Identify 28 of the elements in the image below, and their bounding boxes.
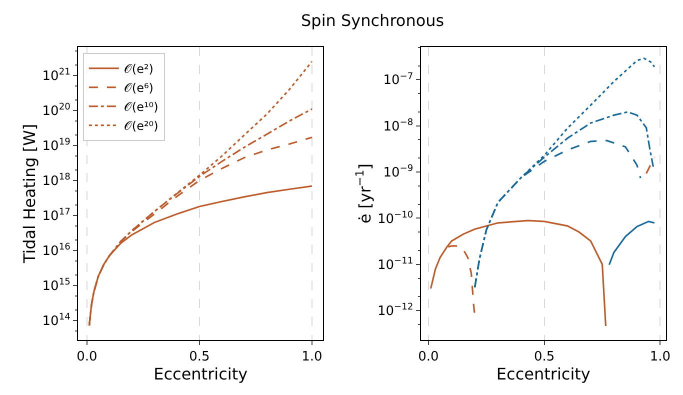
text: Spin Synchronous — [301, 11, 444, 30]
legend-label: 𝒪(e⁶) — [124, 81, 154, 96]
y-tick-label: 10$^{14}$ — [42, 312, 71, 329]
x-axis-title: Eccentricity — [154, 364, 248, 384]
y-tick-label: 10$^{−7}$ — [383, 72, 414, 88]
y-tick-label: 10$^{18}$ — [42, 172, 71, 189]
legend-label: 𝒪(e²⁰) — [124, 119, 158, 134]
y-tick-label: 10$^{15}$ — [42, 277, 70, 294]
x-tick-label: 0.5 — [534, 350, 555, 365]
x-tick-label: 0.5 — [189, 350, 210, 365]
x-axis-title: Eccentricity — [496, 364, 590, 384]
y-tick-label: 10$^{−8}$ — [383, 118, 414, 134]
y-axis-title: Tidal Heating [W] — [20, 124, 40, 264]
y-tick-label: 10$^{17}$ — [42, 208, 71, 224]
x-tick-label: 1.0 — [302, 350, 322, 365]
y-tick-label: 10$^{−11}$ — [377, 256, 414, 273]
y-tick-label: 10$^{21}$ — [42, 68, 70, 84]
y-tick-label: 10$^{−12}$ — [377, 302, 414, 320]
x-tick-label: 0.0 — [418, 350, 439, 365]
x-tick-label: 0.0 — [76, 350, 98, 365]
x-tick-label: 1.0 — [650, 350, 671, 365]
legend-label: 𝒪(e²) — [124, 62, 154, 76]
y-tick-label: 10$^{19}$ — [42, 138, 71, 154]
legend-label: 𝒪(e¹⁰) — [124, 100, 158, 114]
y-tick-label: 10$^{−9}$ — [383, 164, 414, 181]
y-tick-label: 10$^{16}$ — [42, 242, 71, 259]
y-tick-label: 10$^{−10}$ — [377, 210, 414, 227]
y-tick-label: 10$^{20}$ — [42, 102, 71, 119]
